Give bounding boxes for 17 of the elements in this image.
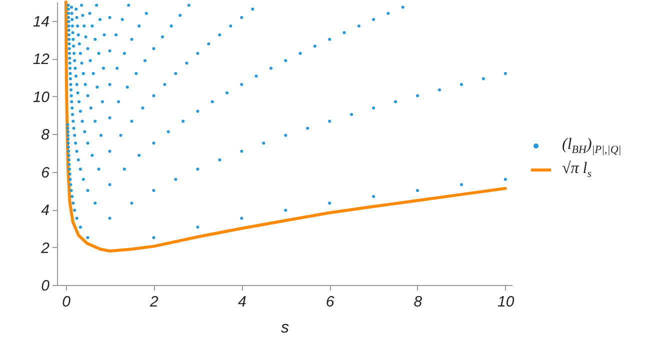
legend-label: (l$_{BH}$)$_{|P|,|Q|}$ bbox=[562, 136, 622, 156]
y-tick-label: 0 bbox=[41, 278, 50, 294]
x-tick-label: 4 bbox=[238, 294, 246, 310]
y-tick-label: 2 bbox=[40, 240, 50, 257]
x-tick-label: 2 bbox=[149, 294, 160, 310]
x-tick-label: 0 bbox=[62, 294, 72, 310]
y-tick-label: 12 bbox=[32, 51, 50, 68]
y-tick-label: 6 bbox=[41, 164, 50, 182]
x-tick-label: 8 bbox=[414, 294, 423, 310]
x-tick-label: 6 bbox=[326, 294, 335, 310]
legend-label: √π l$_{s}$ bbox=[562, 160, 592, 180]
y-tick-label: 4 bbox=[41, 202, 50, 220]
y-tick-label: 14 bbox=[32, 13, 50, 30]
y-tick-label: 10 bbox=[32, 88, 50, 106]
x-tick-label: 10 bbox=[498, 294, 515, 310]
x-axis-title: s bbox=[281, 320, 289, 336]
y-tick-label: 8 bbox=[41, 126, 50, 144]
